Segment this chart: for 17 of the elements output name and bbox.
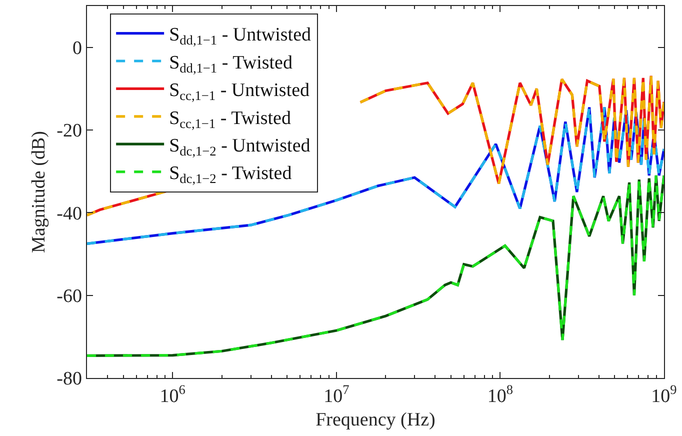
y-tick-label: -20 xyxy=(56,120,82,142)
legend-label: S$_{dd,1−1}$ - Twisted xyxy=(169,52,293,76)
legend-label: S$_{cc,1−1}$ - Twisted xyxy=(169,108,292,131)
legend-label: S$_{dc,1−2}$ - Twisted xyxy=(169,163,292,186)
y-tick-label: -60 xyxy=(56,286,82,307)
y-axis-title: Magnitude (dB) xyxy=(28,131,50,253)
legend-label: S$_{cc,1−1}$ - Untwisted xyxy=(169,80,310,104)
y-tick-label: 0 xyxy=(72,38,82,59)
legend-label: S$_{dc,1−2}$ - Untwisted xyxy=(169,136,311,158)
x-tick-label: 10$^{7}$ xyxy=(324,382,350,407)
x-tick-label: 10$^{9}$ xyxy=(651,382,678,407)
x-tick-label: 10$^{6}$ xyxy=(160,382,186,407)
x-tick-label: 10$^{8}$ xyxy=(487,382,514,407)
x-axis-title: Frequency (Hz) xyxy=(316,410,436,431)
y-tick-label: -80 xyxy=(56,368,82,390)
legend-label: S$_{dd,1−1}$ - Untwisted xyxy=(169,24,312,48)
y-tick-label: -40 xyxy=(56,203,82,224)
